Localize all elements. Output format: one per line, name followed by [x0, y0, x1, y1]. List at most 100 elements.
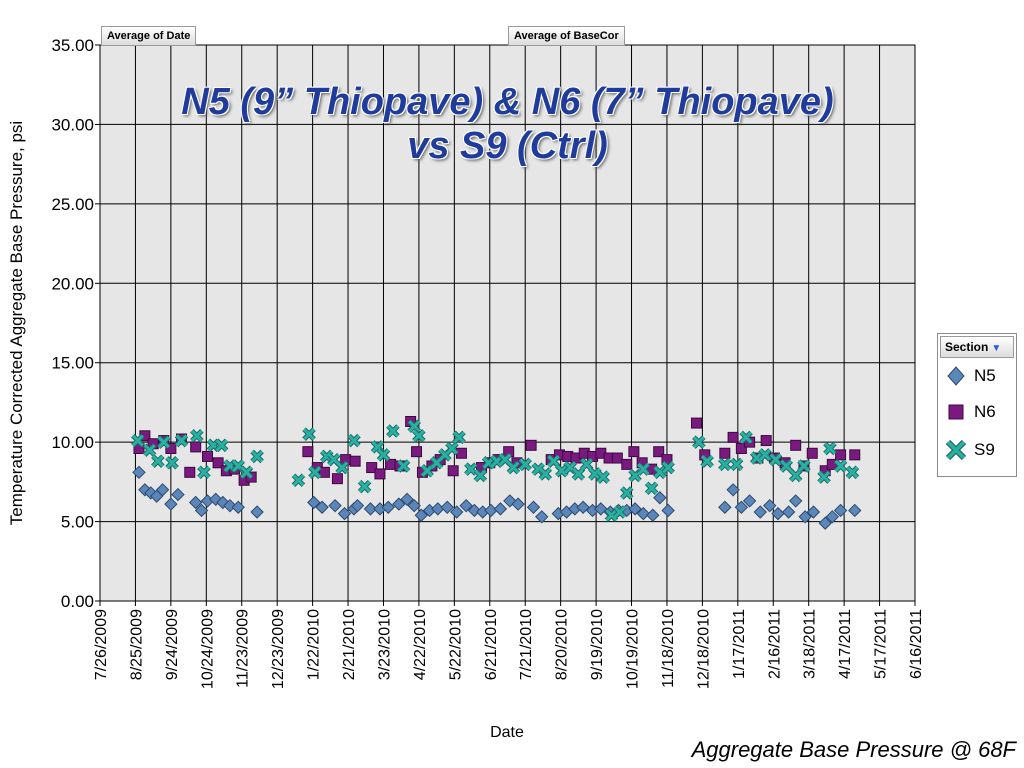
- x-tick-label: 8/20/2010: [554, 609, 571, 680]
- point-n6: [690, 417, 702, 429]
- x-marker-fill: [580, 458, 593, 471]
- x-marker-fill: [750, 451, 763, 465]
- point-s9: [700, 454, 714, 468]
- chart-title: N5 (9” Thiopave) & N6 (7” Thiopave) vs S…: [100, 80, 915, 168]
- point-n6: [525, 439, 537, 451]
- point-n6: [331, 473, 343, 485]
- point-n6: [349, 455, 361, 467]
- point-n5: [526, 500, 541, 514]
- point-s9: [579, 457, 594, 472]
- point-n5: [781, 505, 796, 519]
- chart-title-line-2: vs S9 (Ctrl): [407, 125, 608, 167]
- point-n5: [661, 503, 675, 518]
- x-marker-fill: [701, 455, 714, 468]
- point-s9: [420, 463, 434, 478]
- point-s9: [692, 435, 706, 449]
- x-marker-fill: [377, 448, 390, 461]
- point-s9: [546, 454, 561, 468]
- point-s9: [396, 459, 411, 473]
- point-s9: [739, 430, 753, 445]
- x-marker-icon: [946, 440, 967, 460]
- point-n6: [184, 466, 196, 478]
- x-tick-label: 10/24/2009: [199, 609, 216, 689]
- y-tick-label: 15.00: [51, 354, 94, 373]
- point-n5: [337, 506, 352, 521]
- x-marker-fill: [175, 434, 188, 447]
- y-tick-label: 25.00: [51, 195, 94, 214]
- average-of-basecor-button[interactable]: Average of BaseCor: [508, 26, 625, 46]
- point-s9: [131, 433, 145, 448]
- x-marker-fill: [758, 448, 772, 461]
- point-n5: [718, 500, 732, 514]
- point-s9: [636, 462, 651, 476]
- point-s9: [239, 465, 254, 480]
- x-marker-fill: [453, 431, 466, 444]
- y-tick-label: 0.00: [61, 592, 94, 611]
- x-marker-fill: [547, 455, 560, 468]
- point-s9: [833, 459, 848, 473]
- x-marker-fill: [637, 463, 650, 476]
- point-n5: [535, 510, 549, 524]
- point-s9: [174, 433, 189, 448]
- point-n6: [201, 450, 213, 462]
- y-tick-label: 30.00: [51, 115, 94, 134]
- point-s9: [644, 481, 659, 495]
- point-n5: [392, 497, 406, 511]
- x-tick-label: 4/17/2011: [837, 609, 854, 679]
- x-marker-fill: [347, 434, 361, 447]
- point-n6: [849, 449, 861, 461]
- diamond-marker-icon: [947, 366, 965, 386]
- point-s9: [347, 433, 361, 448]
- x-tick-label: 1/17/2011: [731, 609, 748, 679]
- x-tick-label: 1/22/2010: [306, 609, 323, 680]
- x-marker-fill: [718, 458, 731, 471]
- x-tick-label: 7/21/2010: [518, 609, 535, 680]
- dropdown-arrow-icon[interactable]: ▼: [991, 343, 1002, 354]
- y-axis: 0.00 5.00 10.00 15.00 20.00 25.00 30.00 35.00: [51, 36, 100, 611]
- point-s9: [376, 448, 391, 462]
- point-n6: [621, 458, 633, 470]
- point-n5: [400, 492, 414, 507]
- x-marker-fill: [421, 464, 434, 477]
- point-n6: [760, 435, 772, 447]
- point-n5: [440, 500, 454, 514]
- point-n5: [414, 508, 428, 522]
- point-s9: [165, 456, 179, 470]
- x-tick-label: 10/19/2010: [625, 609, 642, 689]
- point-n6: [374, 468, 386, 480]
- point-s9: [729, 457, 744, 472]
- point-s9: [473, 468, 488, 483]
- x-marker-fill: [143, 444, 156, 457]
- average-of-date-button[interactable]: Average of Date: [101, 26, 197, 46]
- chart-title-line-1: N5 (9” Thiopave) & N6 (7” Thiopave): [181, 81, 834, 123]
- x-marker-fill: [308, 466, 322, 479]
- x-tick-label: 5/17/2011: [873, 609, 890, 679]
- point-s9: [214, 438, 229, 453]
- point-n6: [653, 446, 665, 458]
- y-tick-label: 10.00: [51, 433, 94, 452]
- x-marker-fill: [445, 442, 459, 455]
- point-n5: [511, 497, 525, 511]
- point-s9: [308, 465, 322, 480]
- point-s9: [386, 424, 400, 438]
- point-n5: [155, 483, 170, 497]
- point-n5: [833, 503, 848, 518]
- x-tick-label: 7/26/2009: [93, 609, 110, 680]
- x-marker-fill: [692, 436, 705, 449]
- point-s9: [596, 470, 610, 484]
- y-tick-label: 5.00: [61, 513, 94, 532]
- legend-section-filter[interactable]: Section ▼: [940, 336, 1014, 358]
- x-tick-label: 4/22/2010: [412, 609, 429, 680]
- legend-label-s9: S9: [974, 440, 995, 459]
- point-s9: [335, 460, 349, 475]
- x-tick-label: 3/23/2010: [376, 609, 393, 680]
- y-tick-label: 35.00: [51, 36, 94, 55]
- point-s9: [718, 457, 732, 472]
- point-n5: [726, 483, 740, 497]
- x-marker-fill: [131, 434, 144, 447]
- point-s9: [506, 460, 521, 475]
- x-marker-fill: [645, 482, 658, 495]
- point-n5: [653, 491, 667, 505]
- slide-caption: Aggregate Base Pressure @ 68F: [691, 737, 1016, 762]
- point-s9: [538, 467, 553, 481]
